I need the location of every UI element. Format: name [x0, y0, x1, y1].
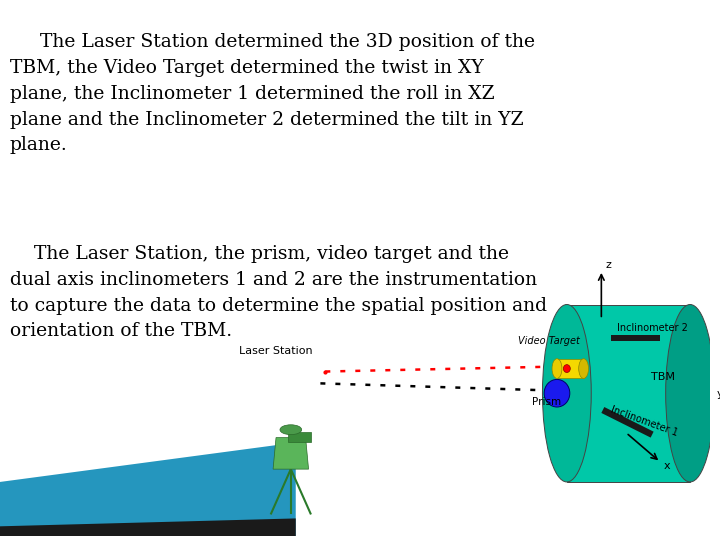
Polygon shape — [567, 305, 690, 482]
Polygon shape — [611, 335, 660, 341]
Ellipse shape — [579, 359, 588, 379]
Polygon shape — [557, 359, 584, 379]
Text: The Laser Station determined the 3D position of the
TBM, the Video Target determ: The Laser Station determined the 3D posi… — [10, 33, 535, 154]
Text: Inclinometer 2: Inclinometer 2 — [617, 323, 688, 333]
Text: x: x — [663, 461, 670, 471]
Polygon shape — [601, 407, 654, 437]
Text: y: y — [716, 389, 720, 399]
Text: Prism: Prism — [532, 397, 562, 407]
Ellipse shape — [563, 364, 570, 373]
Polygon shape — [0, 518, 296, 536]
Text: Laser Station: Laser Station — [238, 346, 312, 356]
Polygon shape — [0, 442, 296, 536]
Text: z: z — [606, 260, 611, 270]
Ellipse shape — [552, 359, 562, 379]
Polygon shape — [288, 431, 310, 442]
Polygon shape — [273, 437, 309, 469]
Ellipse shape — [666, 305, 714, 482]
Ellipse shape — [544, 380, 570, 407]
Ellipse shape — [542, 305, 591, 482]
Text: The Laser Station, the prism, video target and the
dual axis inclinometers 1 and: The Laser Station, the prism, video targ… — [10, 245, 547, 340]
Text: TBM: TBM — [651, 373, 675, 382]
Text: Inclinometer 1: Inclinometer 1 — [609, 404, 679, 437]
Text: Video Target: Video Target — [518, 336, 580, 346]
Ellipse shape — [280, 425, 302, 435]
